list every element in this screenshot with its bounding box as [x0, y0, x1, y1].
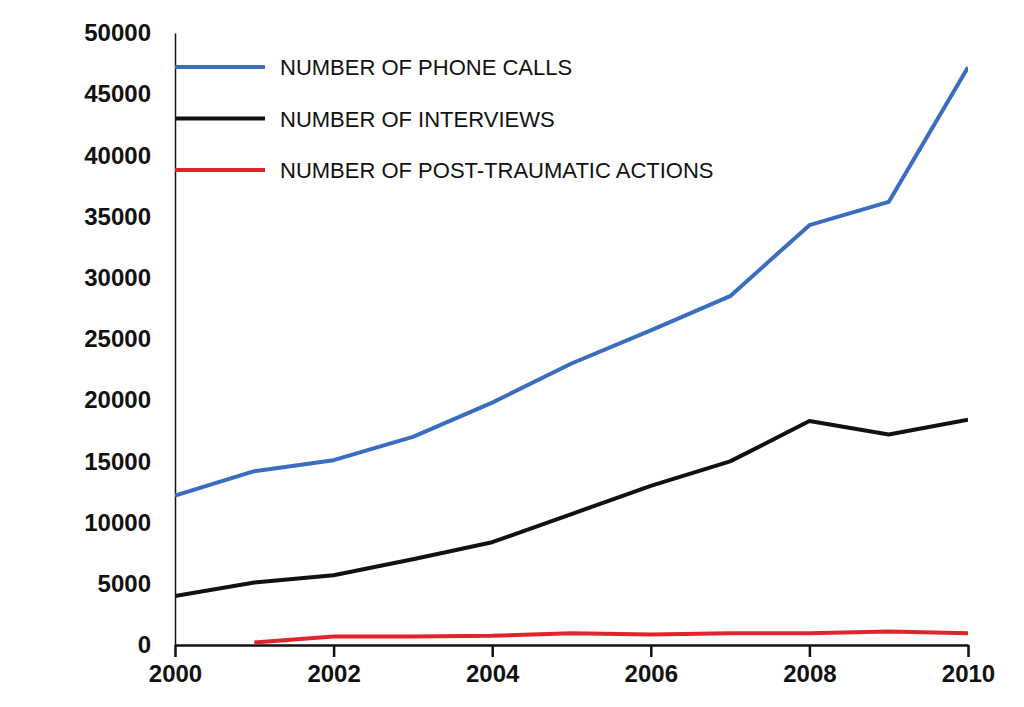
legend-label: NUMBER OF INTERVIEWS — [280, 107, 555, 132]
y-tick-label: 50000 — [84, 19, 151, 46]
y-tick-label: 40000 — [84, 142, 151, 169]
y-tick: 0 — [138, 631, 175, 658]
x-tick-mark — [333, 645, 336, 657]
legend-item: NUMBER OF PHONE CALLS — [175, 55, 572, 80]
plot: 0 5000 10000 15000 20000 25000 30000 35000 40000… — [84, 19, 995, 687]
legend-swatch — [175, 117, 265, 121]
x-axis: 2000 2002 2004 2006 2008 2010 — [149, 645, 995, 687]
chart: 0 5000 10000 15000 20000 25000 30000 35000 40000… — [0, 0, 1024, 707]
y-tick-label: 10000 — [84, 509, 151, 536]
x-tick-label: 2006 — [625, 660, 678, 687]
x-tick-mark — [967, 645, 970, 657]
y-tick-label: 35000 — [84, 203, 151, 230]
legend-label: NUMBER OF PHONE CALLS — [280, 55, 572, 80]
x-tick-label: 2010 — [942, 660, 995, 687]
y-tick: 10000 — [84, 509, 175, 536]
legend: NUMBER OF PHONE CALLS NUMBER OF INTERVIEW… — [175, 55, 714, 183]
y-tick: 15000 — [84, 448, 175, 475]
y-tick: 45000 — [84, 80, 175, 107]
y-tick: 25000 — [84, 325, 175, 352]
x-tick-label: 2004 — [466, 660, 520, 687]
y-tick-label: 30000 — [84, 264, 151, 291]
series-group — [175, 67, 968, 642]
x-tick-mark — [491, 645, 494, 657]
x-tick-label: 2002 — [307, 660, 360, 687]
legend-label: NUMBER OF POST-TRAUMATIC ACTIONS — [280, 158, 714, 183]
x-tick-label: 2008 — [783, 660, 836, 687]
legend-swatch — [175, 65, 265, 69]
x-tick-mark — [809, 645, 812, 657]
y-tick-label: 25000 — [84, 325, 151, 352]
x-tick: 2000 — [149, 645, 202, 687]
x-tick: 2004 — [466, 645, 520, 687]
y-tick-label: 45000 — [84, 80, 151, 107]
series-line — [254, 632, 968, 643]
legend-swatch — [175, 168, 265, 172]
y-tick: 30000 — [84, 264, 175, 291]
x-tick-mark — [174, 645, 177, 657]
legend-item: NUMBER OF POST-TRAUMATIC ACTIONS — [175, 158, 714, 183]
y-tick: 5000 — [98, 570, 175, 597]
y-tick-label: 20000 — [84, 386, 151, 413]
x-tick-label: 2000 — [149, 660, 202, 687]
y-tick: 50000 — [84, 19, 175, 46]
x-tick: 2008 — [783, 645, 836, 687]
x-axis-line — [176, 644, 969, 647]
y-tick-label: 5000 — [98, 570, 151, 597]
y-tick: 20000 — [84, 386, 175, 413]
y-axis: 0 5000 10000 15000 20000 25000 30000 35000 40000… — [84, 19, 175, 658]
x-tick-mark — [650, 645, 653, 657]
series-line — [175, 67, 968, 495]
y-tick-label: 0 — [138, 631, 151, 658]
x-tick: 2006 — [625, 645, 678, 687]
y-tick-label: 15000 — [84, 448, 151, 475]
x-tick: 2010 — [942, 645, 995, 687]
y-tick: 35000 — [84, 203, 175, 230]
x-tick: 2002 — [307, 645, 360, 687]
y-axis-line — [175, 34, 177, 646]
series-line — [175, 420, 968, 596]
y-tick: 40000 — [84, 142, 175, 169]
legend-item: NUMBER OF INTERVIEWS — [175, 107, 555, 132]
